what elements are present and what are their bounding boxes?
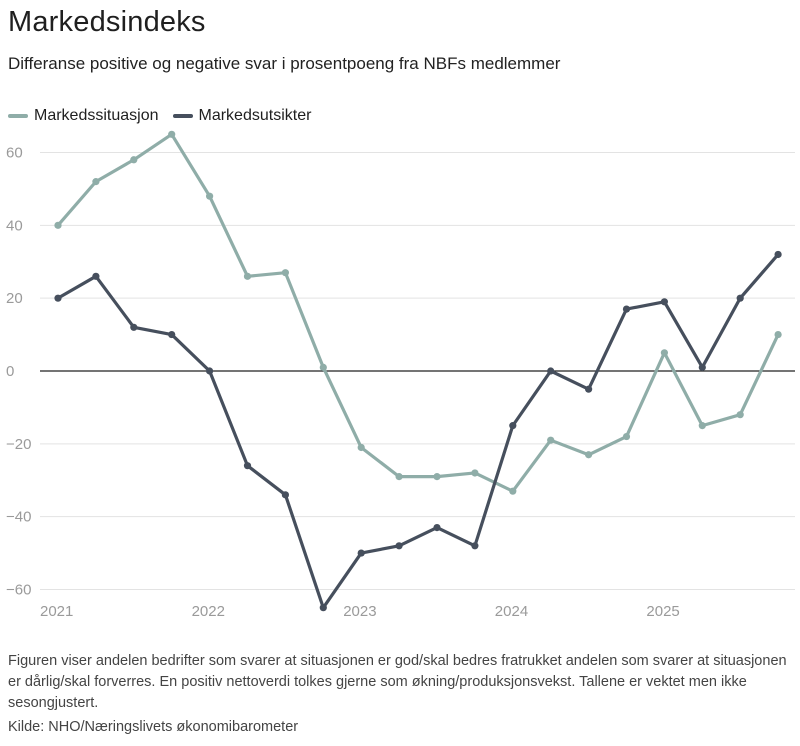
data-point-utsikter [395,542,403,550]
data-point-situasjon [395,473,403,481]
data-point-situasjon [357,443,365,452]
x-tick-label: 2024 [495,603,528,620]
y-tick-label: 20 [6,290,23,307]
data-point-situasjon [547,436,555,444]
data-point-utsikter [92,272,100,280]
chart-subtitle: Differanse positive og negative svar i p… [8,54,561,73]
chart-source: Kilde: NHO/Næringslivets økonomibaromete… [8,719,299,735]
data-point-utsikter [319,604,327,612]
data-point-utsikter [243,462,252,470]
x-tick-label: 2023 [343,603,376,620]
data-point-utsikter [547,367,555,375]
legend-swatch-utsikter [172,114,193,118]
data-point-situasjon [698,422,706,430]
data-point-utsikter [281,491,289,499]
data-point-utsikter [698,363,706,371]
legend-item-situasjon: Markedssituasjon [8,107,159,125]
data-point-situasjon [660,349,669,357]
data-point-utsikter [509,422,517,430]
data-point-utsikter [433,523,441,532]
line-chart: 60 40 20 0 −20 −40 −60 2021 2022 2023 2024 2025 [6,130,795,620]
data-point-utsikter [471,542,479,550]
legend-swatch-situasjon [8,114,28,118]
data-point-utsikter [130,323,138,331]
x-tick-label: 2022 [192,603,225,620]
legend-item-utsikter: Markedsutsikter [172,107,312,125]
data-point-utsikter [660,298,669,306]
data-point-situasjon [243,272,252,280]
y-tick-label: 60 [6,145,23,162]
chart-title: Markedsindeks [8,6,206,38]
data-point-situasjon [130,156,138,164]
legend-label-situasjon: Markedssituasjon [34,107,159,124]
data-point-situasjon [509,487,517,495]
data-point-situasjon [622,432,631,441]
y-tick-label: 40 [6,217,23,234]
data-point-utsikter [54,294,62,302]
chart-note: Figuren viser andelen bedrifter som svar… [8,653,787,711]
data-point-situasjon [319,363,327,371]
legend-label-utsikter: Markedsutsikter [198,107,312,124]
data-point-utsikter [206,367,214,375]
y-tick-label: −60 [6,582,31,599]
data-point-utsikter [357,549,365,557]
x-tick-label: 2025 [646,603,679,620]
y-tick-label: −20 [6,436,31,453]
series-line-utsikter [56,252,780,610]
y-tick-label: −40 [6,509,31,526]
data-point-situasjon [54,221,62,229]
data-point-utsikter [774,250,782,259]
series-line-situasjon [56,132,780,493]
data-point-situasjon [92,178,100,186]
data-point-situasjon [168,130,176,138]
data-point-situasjon [471,469,479,477]
data-point-utsikter [585,385,593,393]
data-point-utsikter [622,305,631,313]
chart-legend: Markedssituasjon Markedsutsikter [8,107,325,125]
x-tick-label: 2021 [40,603,73,620]
data-point-situasjon [736,411,744,419]
data-point-utsikter [168,330,176,339]
data-point-situasjon [774,330,782,339]
data-point-situasjon [281,269,289,277]
data-point-situasjon [206,192,214,200]
data-point-situasjon [433,473,441,481]
y-tick-label: 0 [6,363,14,380]
data-point-situasjon [585,451,593,459]
data-point-utsikter [736,294,744,302]
